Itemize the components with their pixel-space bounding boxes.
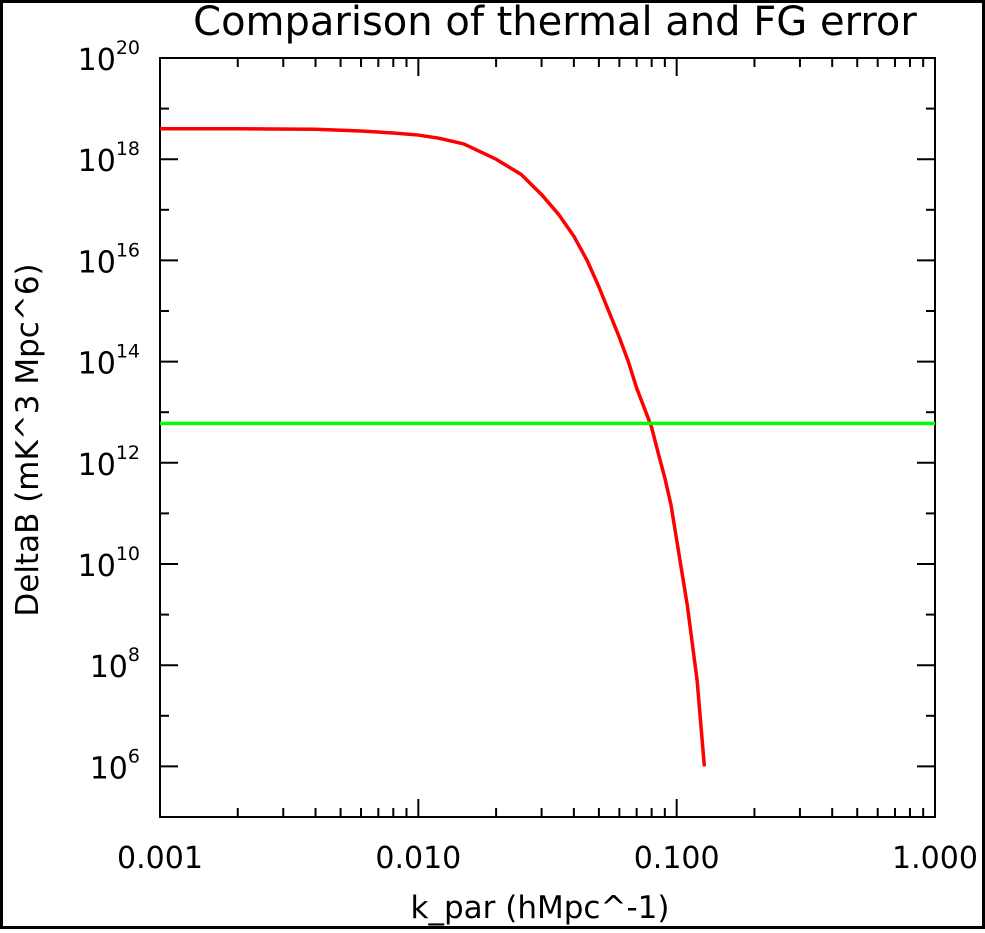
y-tick-exponent: 6: [128, 745, 140, 767]
y-tick-base: 10: [78, 144, 116, 179]
y-tick-base: 10: [78, 549, 116, 584]
y-tick-exponent: 18: [116, 138, 140, 160]
x-tick-label: 0.100: [634, 841, 720, 876]
y-tick-label: 1014: [78, 341, 140, 382]
y-tick-label: 1018: [78, 138, 140, 179]
plot-frame: [159, 57, 936, 818]
chart-title: Comparison of thermal and FG error: [193, 0, 917, 45]
y-tick-exponent: 10: [116, 543, 140, 565]
x-axis-label: k_par (hMpc^-1): [411, 890, 670, 926]
y-tick-base: 10: [78, 347, 116, 382]
y-tick-exponent: 20: [116, 37, 140, 59]
y-tick-base: 10: [78, 245, 116, 280]
y-tick-label: 1010: [78, 543, 140, 584]
y-tick-base: 10: [78, 43, 116, 78]
series-line-1: [160, 126, 707, 767]
x-tick-label: 1.000: [892, 841, 978, 876]
y-tick-label: 108: [90, 644, 140, 685]
x-tick-label: 0.010: [375, 841, 461, 876]
y-tick-label: 1016: [78, 239, 140, 280]
series-layer: [160, 126, 935, 767]
y-tick-label: 1020: [78, 37, 140, 78]
y-tick-exponent: 16: [116, 239, 140, 261]
x-tick-label: 0.001: [117, 841, 203, 876]
ticks-layer: [159, 58, 935, 818]
y-tick-base: 10: [90, 751, 128, 786]
y-tick-label: 106: [90, 745, 140, 786]
y-axis-label: DeltaB (mK^3 Mpc^6): [10, 263, 46, 616]
tick-labels-layer: 0.001 0.010 0.100 1.00010610810101012101410…: [78, 37, 978, 876]
y-tick-exponent: 12: [116, 442, 140, 464]
y-tick-base: 10: [90, 650, 128, 685]
y-tick-base: 10: [78, 448, 116, 483]
y-tick-exponent: 8: [128, 644, 140, 666]
y-tick-exponent: 14: [116, 341, 140, 363]
y-tick-label: 1012: [78, 442, 140, 483]
